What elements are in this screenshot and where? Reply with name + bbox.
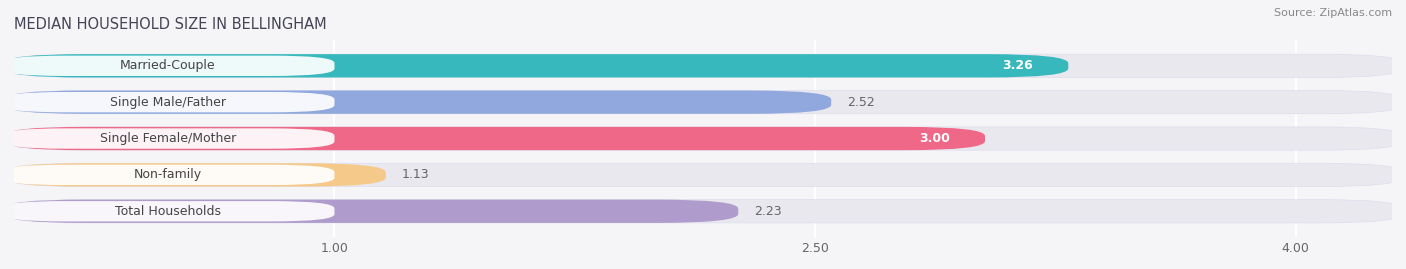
Text: 1.13: 1.13 xyxy=(402,168,429,181)
FancyBboxPatch shape xyxy=(4,200,738,223)
FancyBboxPatch shape xyxy=(4,163,385,186)
Text: Married-Couple: Married-Couple xyxy=(120,59,215,72)
FancyBboxPatch shape xyxy=(1,201,335,221)
FancyBboxPatch shape xyxy=(1,92,335,112)
Text: 3.26: 3.26 xyxy=(1002,59,1033,72)
FancyBboxPatch shape xyxy=(4,54,1069,77)
Text: MEDIAN HOUSEHOLD SIZE IN BELLINGHAM: MEDIAN HOUSEHOLD SIZE IN BELLINGHAM xyxy=(14,17,326,32)
Text: Single Female/Mother: Single Female/Mother xyxy=(100,132,236,145)
Text: 3.00: 3.00 xyxy=(920,132,949,145)
FancyBboxPatch shape xyxy=(4,91,1402,114)
FancyBboxPatch shape xyxy=(4,127,986,150)
FancyBboxPatch shape xyxy=(1,165,335,185)
FancyBboxPatch shape xyxy=(4,200,1402,223)
FancyBboxPatch shape xyxy=(1,128,335,149)
Text: Non-family: Non-family xyxy=(134,168,202,181)
FancyBboxPatch shape xyxy=(4,163,1402,186)
Text: Source: ZipAtlas.com: Source: ZipAtlas.com xyxy=(1274,8,1392,18)
FancyBboxPatch shape xyxy=(4,91,831,114)
FancyBboxPatch shape xyxy=(1,56,335,76)
Text: 2.52: 2.52 xyxy=(848,96,875,109)
FancyBboxPatch shape xyxy=(4,127,1402,150)
Text: Total Households: Total Households xyxy=(115,205,221,218)
Text: Single Male/Father: Single Male/Father xyxy=(110,96,226,109)
Text: 2.23: 2.23 xyxy=(754,205,782,218)
FancyBboxPatch shape xyxy=(4,54,1402,77)
